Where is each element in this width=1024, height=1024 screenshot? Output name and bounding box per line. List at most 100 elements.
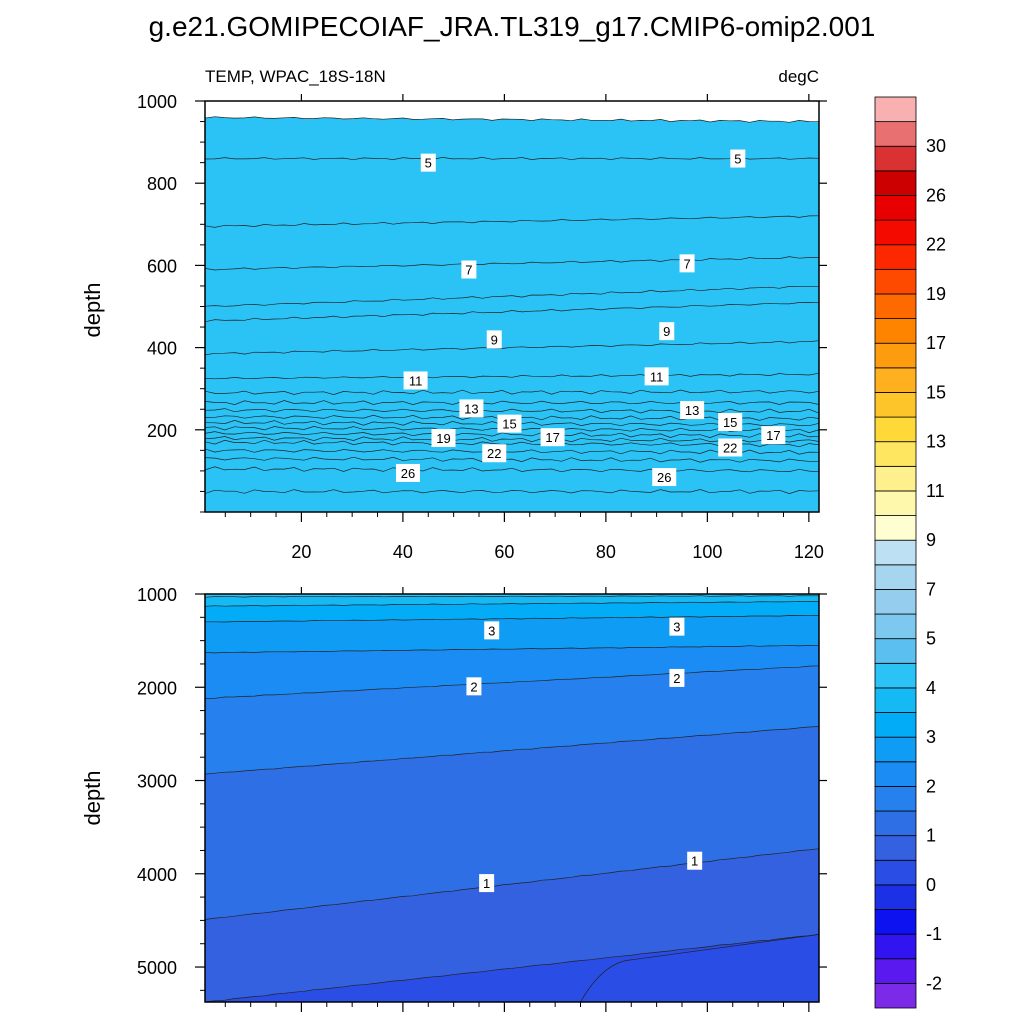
- upper-contour-label-text: 13: [464, 401, 478, 416]
- lower-contour-line-4: [205, 595, 819, 598]
- colorbar-swatch: [874, 96, 917, 123]
- colorbar-swatch: [874, 761, 917, 787]
- colorbar-label: 19: [926, 284, 946, 304]
- upper-contour-label: 19: [431, 429, 456, 448]
- colorbar-swatch: [874, 145, 917, 172]
- upper-contour-line-20: [205, 439, 819, 448]
- colorbar-swatch: [874, 662, 917, 689]
- colorbar-swatch: [874, 835, 917, 861]
- upper-ytick-label: 200: [147, 421, 177, 441]
- lower-contour-line-3: [205, 615, 819, 623]
- lower-contour-label-text: 1: [691, 854, 698, 869]
- lower-contour-label: 1: [687, 851, 703, 870]
- upper-contour-label-box: [497, 414, 522, 433]
- colorbar-label: -2: [926, 973, 942, 993]
- variable-label: TEMP, WPAC_18S-18N: [205, 67, 386, 86]
- lower-contour-label: 3: [484, 621, 500, 640]
- colorbar-swatch: [874, 613, 917, 640]
- upper-contour-label: 7: [461, 260, 477, 279]
- colorbar-swatch: [874, 589, 917, 615]
- upper-contour-label: 22: [718, 438, 743, 457]
- colorbar-swatch: [874, 958, 917, 984]
- lower-ytick-label: 5000: [137, 958, 177, 978]
- upper-contour-label-box: [420, 153, 436, 172]
- upper-contour-line-7: [205, 256, 819, 271]
- upper-xtick-label: 120: [794, 542, 824, 562]
- upper-contour-line-4p5: [205, 116, 819, 123]
- upper-band-4-to-4p5: [205, 116, 819, 512]
- upper-contour-label: 9: [486, 330, 502, 349]
- upper-ytick-label: 800: [147, 174, 177, 194]
- colorbar-swatch: [874, 687, 917, 713]
- upper-contour-label-text: 22: [723, 440, 737, 455]
- colorbar-swatch: [874, 465, 917, 492]
- colorbar-swatch: [874, 342, 917, 369]
- lower-contour-label-box: [466, 677, 482, 696]
- colorbar-label: 2: [926, 776, 936, 796]
- lower-contour-line-0p5: [580, 934, 819, 1002]
- lower-contour-line-2: [205, 665, 819, 699]
- colorbar-swatch: [874, 982, 917, 1009]
- upper-contour-label-text: 9: [663, 324, 670, 339]
- upper-contour-label-box: [659, 322, 675, 341]
- upper-xtick-label: 40: [393, 542, 413, 562]
- colorbar-swatch: [874, 564, 917, 590]
- lower-band-0p5-to-1: [205, 848, 819, 1002]
- lower-depth-panel: 1000 2000 3000 4000 5000 3 3 2 2 1 1 depth: [80, 585, 827, 1012]
- colorbar-swatch: [874, 416, 917, 443]
- upper-contour-label-text: 15: [723, 415, 737, 430]
- upper-contour-line-5: [205, 157, 819, 161]
- upper-contour-line-6: [205, 215, 819, 228]
- lower-ylabel: depth: [80, 770, 105, 825]
- upper-contour-line-28: [205, 489, 819, 494]
- colorbar-label: 1: [926, 826, 936, 846]
- upper-contour-label: 5: [420, 153, 436, 172]
- lower-contour-line-2p5: [205, 644, 819, 654]
- colorbar-swatch: [874, 712, 917, 738]
- colorbar-label: 13: [926, 432, 946, 452]
- upper-contour-label-box: [403, 371, 428, 390]
- colorbar-swatch: [874, 367, 917, 393]
- colorbar-swatch: [874, 392, 917, 418]
- upper-contour-line-13: [205, 400, 819, 405]
- colorbar-label: 0: [926, 875, 936, 895]
- lower-contour-label-text: 2: [470, 679, 477, 694]
- lower-ytick-label: 4000: [137, 865, 177, 885]
- upper-contour-label-box: [718, 438, 743, 457]
- colorbar-swatch: [874, 933, 917, 960]
- upper-xtick-label: 100: [692, 542, 722, 562]
- colorbar-label: 26: [926, 185, 946, 205]
- lower-contour-label: 2: [466, 677, 482, 696]
- upper-contour-label-box: [459, 399, 484, 418]
- upper-contour-label-box: [680, 401, 705, 420]
- upper-contour-label-box: [431, 429, 456, 448]
- lower-contour-label-text: 3: [488, 623, 495, 638]
- colorbar-label: 4: [926, 678, 936, 698]
- upper-contour-label: 11: [644, 367, 669, 386]
- upper-contour-line-9: [205, 302, 819, 323]
- figure-title: g.e21.GOMIPECOIAF_JRA.TL319_g17.CMIP6-om…: [149, 11, 876, 42]
- upper-contour-label: 15: [497, 414, 522, 433]
- lower-contour-label: 2: [669, 668, 685, 687]
- lower-band-2-to-2p5: [205, 645, 819, 699]
- colorbar-swatch: [874, 121, 917, 147]
- upper-contour-line-10: [205, 340, 819, 356]
- colorbar-swatch: [874, 515, 917, 541]
- units-label: degC: [778, 67, 819, 86]
- lower-band-3-to-3p5: [205, 601, 819, 622]
- upper-contour-label-text: 9: [491, 332, 498, 347]
- upper-contour-label: 17: [761, 426, 786, 445]
- upper-contour-line-14: [205, 408, 819, 414]
- lower-contour-line-1p5: [205, 726, 819, 775]
- lower-contour-label: 1: [479, 874, 495, 893]
- upper-contour-label-box: [540, 428, 565, 447]
- upper-xtick-label: 80: [596, 542, 616, 562]
- upper-contour-label-text: 11: [409, 373, 423, 388]
- colorbar-swatch: [874, 244, 917, 270]
- upper-ytick-label: 400: [147, 339, 177, 359]
- upper-contour-label-text: 5: [734, 152, 741, 167]
- lower-contour-label-box: [479, 874, 495, 893]
- lower-ytick-label: 2000: [137, 678, 177, 698]
- upper-contour-label-box: [461, 260, 477, 279]
- upper-contour-label-text: 17: [545, 430, 559, 445]
